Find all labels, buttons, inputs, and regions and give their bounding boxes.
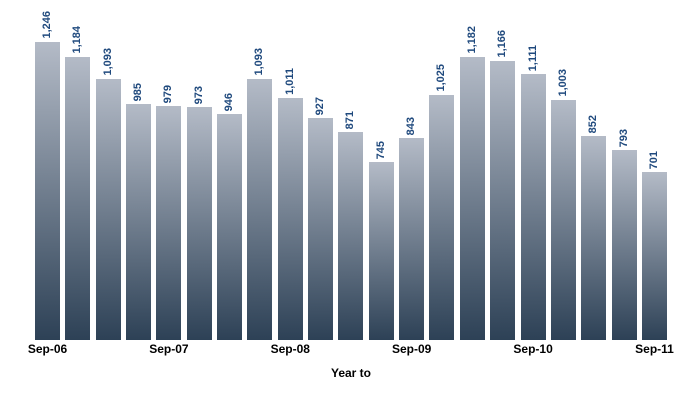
bar-group: 1,093 <box>247 48 273 340</box>
bar-value-label: 927 <box>314 96 327 115</box>
bar-value-label: 1,246 <box>41 11 53 39</box>
bar-group: 1,111 <box>520 44 546 340</box>
bar-value-label: 793 <box>617 128 630 147</box>
x-tick-label: Sep-10 <box>513 342 553 356</box>
bar <box>520 74 546 340</box>
bar <box>65 57 91 340</box>
bar-value-label: 1,025 <box>435 64 448 92</box>
bar <box>277 98 303 340</box>
bar <box>611 150 637 340</box>
bar-value-label: 985 <box>132 82 145 101</box>
bar-value-label: 1,011 <box>283 68 296 95</box>
bar <box>429 95 455 340</box>
bar <box>126 104 152 340</box>
bar-group: 793 <box>611 128 637 340</box>
x-tick-label: Sep-11 <box>635 342 674 356</box>
bar-value-label: 1,184 <box>71 26 84 54</box>
bar-value-label: 871 <box>344 110 357 129</box>
bar-value-label: 701 <box>647 150 660 169</box>
bar-group: 871 <box>338 110 364 340</box>
bar-group: 979 <box>156 84 182 340</box>
bar-group: 843 <box>399 116 425 340</box>
bar-group: 1,093 <box>95 48 121 340</box>
bar-group: 745 <box>368 140 394 340</box>
bar-value-label: 745 <box>374 140 387 159</box>
bar-group: 1,182 <box>459 26 485 340</box>
bar <box>156 106 182 340</box>
bar <box>550 100 576 340</box>
bar-group: 985 <box>126 82 152 340</box>
bar-value-label: 1,182 <box>465 26 478 54</box>
bar-value-label: 946 <box>223 92 236 111</box>
bar-group: 927 <box>308 96 334 340</box>
bar-group: 973 <box>186 85 212 340</box>
bar <box>35 42 60 340</box>
bar-group: 1,003 <box>550 69 576 340</box>
bar <box>338 132 364 340</box>
bar <box>581 136 607 340</box>
bar <box>95 79 121 340</box>
bar <box>247 79 273 340</box>
bar-value-label: 843 <box>405 116 418 135</box>
bar-group: 1,025 <box>429 64 455 340</box>
bar-group: 852 <box>581 114 607 340</box>
bar <box>186 107 212 340</box>
bar-group: 1,246 <box>35 11 60 340</box>
bar-value-label: 1,093 <box>101 48 114 76</box>
bar <box>399 138 425 340</box>
bar-group: 1,011 <box>277 68 303 340</box>
bar-group: 946 <box>217 92 243 340</box>
bar <box>459 57 485 340</box>
bar-value-label: 1,093 <box>253 48 266 76</box>
bar-group: 1,166 <box>490 30 516 340</box>
x-axis-title: Year to <box>330 366 372 380</box>
bar-value-label: 973 <box>192 85 205 104</box>
bar <box>308 118 334 340</box>
bar-value-label: 1,003 <box>556 69 569 97</box>
bar-value-label: 1,166 <box>496 30 509 58</box>
x-axis: Sep-06 Sep-07 Sep-08 Sep-09 Sep-10 Sep-11 <box>28 342 674 357</box>
bar-group: 701 <box>641 150 667 340</box>
bar-group: 1,184 <box>65 26 91 340</box>
bar <box>490 61 516 340</box>
bar <box>217 114 243 340</box>
bar <box>368 162 394 340</box>
x-tick-label: Sep-08 <box>270 342 310 356</box>
bar-value-label: 852 <box>587 114 600 133</box>
plot-area: 1,246 1,184 1,093 985 979 973 946 1,093 1,011 927… <box>35 0 667 340</box>
bar <box>641 172 667 340</box>
bar-value-label: 1,111 <box>526 44 539 71</box>
x-tick-label: Sep-06 <box>27 342 68 356</box>
bar-value-label: 979 <box>162 84 175 103</box>
x-tick-label: Sep-09 <box>392 342 432 356</box>
x-tick-label: Sep-07 <box>149 342 189 356</box>
